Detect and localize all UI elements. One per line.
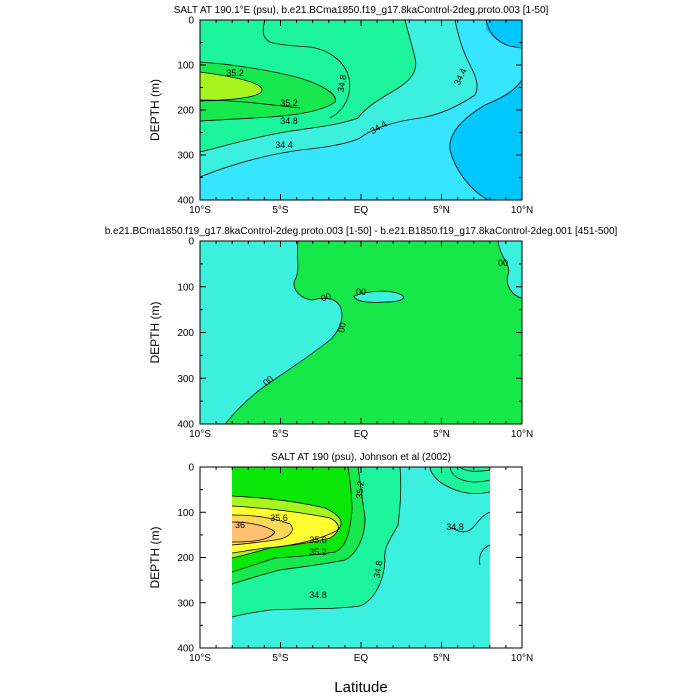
x-tick-label: 5°S (272, 429, 289, 440)
y-tick-label: 400 (177, 196, 194, 207)
x-tick-label: 10°S (189, 429, 211, 440)
x-axis-label: Latitude (334, 679, 387, 696)
contour-line-hi2 (231, 505, 339, 554)
x-tick-label: 5°N (433, 653, 450, 664)
panel-bottom: 35.2 35.6 36 35.6 35.2 34.8 34.8 34.8 SALT AT 19… (148, 452, 533, 664)
contour-label: 35.2 (226, 68, 244, 78)
y-tick-label: 400 (177, 644, 194, 655)
y-tick-label: 200 (177, 328, 194, 339)
contour-label: 00 (336, 322, 348, 334)
x-tick-label: 10°N (511, 429, 533, 440)
contour-fill-344-corner (486, 20, 522, 48)
contour-line-344-corner (485, 19, 523, 49)
contour-label: 34.8 (336, 74, 349, 93)
contour-label: 00 (261, 374, 275, 388)
x-tick-label: 5°N (433, 205, 450, 216)
x-tick-label: EQ (354, 429, 369, 440)
y-tick-label: 100 (177, 282, 194, 293)
contour-label: 34.8 (446, 522, 464, 532)
y-tick-label: 300 (177, 374, 194, 385)
y-tick-label: 0 (188, 16, 194, 27)
x-tick-label: 5°N (433, 429, 450, 440)
y-tick-label: 200 (177, 106, 194, 117)
x-tick-label: EQ (354, 653, 369, 664)
contour-line-348-ne2 (459, 466, 491, 472)
x-tick-label: 5°S (272, 653, 289, 664)
y-tick-label: 100 (177, 61, 194, 72)
contour-line-352 (231, 466, 366, 585)
contour-fill-hi4 (232, 522, 275, 542)
contour-label: 35.2 (354, 481, 365, 499)
contour-fill-356 (200, 62, 336, 121)
contour-line-352-lower (199, 99, 301, 109)
contour-line-356 (199, 71, 263, 102)
contour-line-diff-zero-center (353, 290, 404, 303)
y-axis-label: DEPTH (m) (148, 79, 162, 141)
contour-line-348 (231, 466, 402, 618)
contour-label: 00 (498, 258, 508, 268)
contour-label: 34.8 (309, 590, 327, 600)
contour-label: 34.4 (275, 140, 293, 150)
y-tick-label: 0 (188, 237, 194, 248)
y-tick-label: 400 (177, 420, 194, 431)
contour-line-352-inner (199, 61, 336, 122)
contour-label: 35.2 (280, 98, 298, 108)
y-tick-label: 100 (177, 508, 194, 519)
contour-line-hi4 (231, 521, 276, 543)
contour-line-344-east (449, 79, 523, 201)
contour-fill-diff-neg-east (498, 241, 522, 298)
y-tick-label: 300 (177, 598, 194, 609)
y-tick-label: 300 (177, 151, 194, 162)
chart-title: SALT AT 190 (psu), Johnson et al (2002) (271, 452, 451, 463)
contour-line-348 (199, 19, 417, 153)
x-tick-label: 10°N (511, 653, 533, 664)
y-tick-label: 0 (188, 463, 194, 474)
contour-label: 00 (320, 291, 333, 304)
contour-label: 35.6 (309, 535, 327, 545)
contour-fill-diff-neg-west (200, 241, 342, 424)
contour-line-hi3 (231, 514, 293, 546)
contour-line-diff-zero (224, 240, 343, 425)
contour-fill-344-deep (449, 80, 522, 200)
chart-title: SALT AT 190.1°E (psu), b.e21.BCma1850.f1… (174, 5, 549, 16)
x-tick-label: 10°S (189, 205, 211, 216)
contour-line-352 (262, 19, 351, 119)
contour-line-diff-zero-east (497, 240, 523, 299)
contour-label: 35.6 (270, 513, 288, 523)
contour-line-348-e2 (479, 544, 491, 566)
contour-label: 34.8 (280, 116, 298, 126)
y-tick-label: 200 (177, 553, 194, 564)
contour-label: 36 (235, 520, 245, 530)
contour-fill-diff-neg-center (354, 291, 404, 303)
contour-fill-hi (200, 72, 262, 101)
x-tick-label: 10°N (511, 205, 533, 216)
contour-line-352-ne (429, 466, 491, 494)
x-tick-label: 5°S (272, 205, 289, 216)
x-tick-label: EQ (354, 205, 369, 216)
panel-middle: 00 00 00 00 00 b.e21.BCma1850.f19_g17.8kaCont… (105, 226, 618, 440)
chart-title: b.e21.BCma1850.f19_g17.8kaControl-2deg.p… (105, 226, 618, 237)
contour-label: 35.2 (309, 547, 327, 557)
x-tick-label: 10°S (189, 653, 211, 664)
contour-fill-352-ne (430, 467, 490, 494)
contour-label: 34.8 (372, 560, 385, 579)
contour-line-348-e1 (449, 511, 491, 533)
contour-label: 00 (356, 287, 366, 297)
contour-line-348-ne1 (449, 466, 491, 483)
contour-line-356 (231, 466, 353, 573)
y-axis-label: DEPTH (m) (148, 527, 162, 589)
y-axis-label: DEPTH (m) (148, 302, 162, 364)
contour-line-344 (199, 19, 478, 178)
